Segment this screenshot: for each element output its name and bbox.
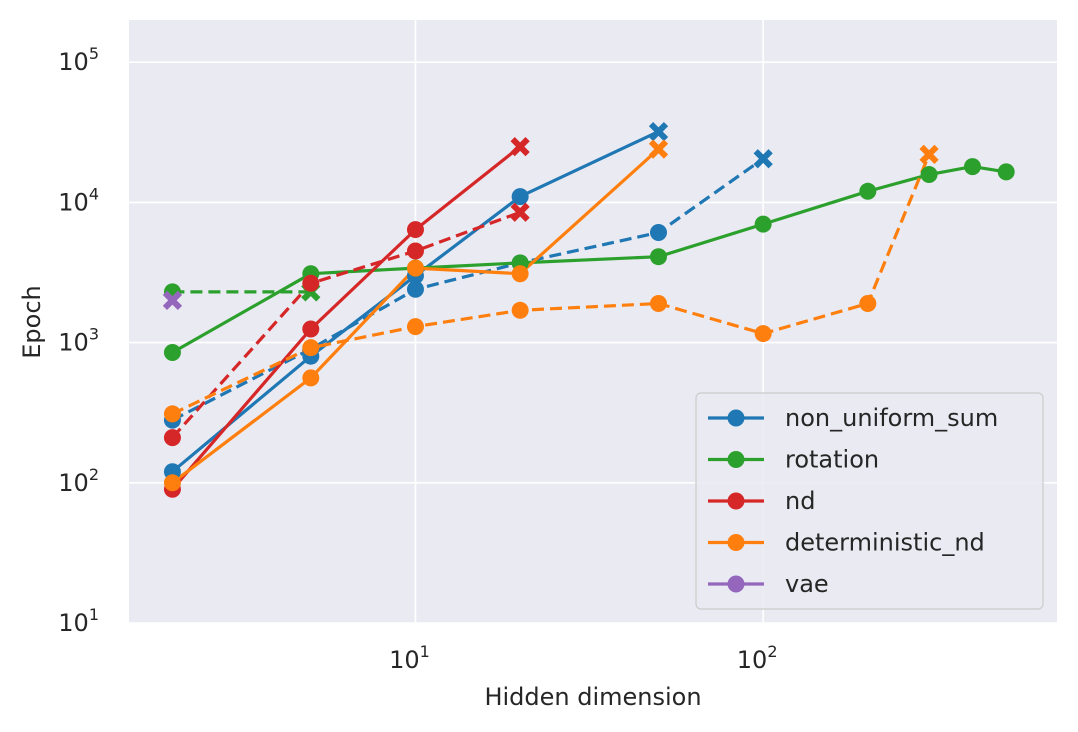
series-markers (162, 121, 1015, 498)
data-point (302, 320, 320, 338)
series-line (171, 210, 521, 439)
data-point (406, 242, 424, 260)
legend: non_uniform_sum rotation nd deterministic_n… (695, 392, 1044, 610)
y-axis-label: Epoch (18, 285, 46, 359)
end-marker (648, 121, 669, 142)
end-marker (919, 144, 939, 165)
data-point (649, 295, 667, 313)
legend-label: vae (785, 570, 829, 598)
data-point (920, 166, 938, 184)
series-line (171, 145, 522, 491)
data-point (997, 163, 1015, 181)
data-point (302, 274, 320, 292)
legend-entry: rotation (708, 446, 879, 474)
data-point (406, 280, 424, 298)
data-point (406, 221, 424, 239)
legend-entry: nd (708, 487, 815, 515)
data-point (649, 223, 667, 241)
x-axis-ticks: 101 102 (389, 642, 777, 674)
legend-label: nd (785, 487, 815, 515)
data-point (163, 405, 181, 423)
data-point (406, 318, 424, 336)
legend-entry: deterministic_nd (708, 529, 985, 557)
series-line (171, 153, 931, 416)
series-line (171, 165, 1007, 354)
end-marker (510, 202, 530, 222)
end-marker (162, 290, 183, 311)
data-point (163, 474, 181, 492)
x-tick-label: 101 (389, 642, 430, 674)
legend-entry: non_uniform_sum (708, 404, 998, 432)
x-tick-label: 102 (737, 642, 778, 674)
data-point (302, 369, 320, 387)
grid (129, 20, 1057, 624)
legend-label: rotation (785, 446, 879, 474)
data-point (163, 429, 181, 447)
legend-marker (727, 451, 745, 468)
x-axis-label: Hidden dimension (484, 683, 701, 711)
series-lines (171, 130, 1007, 491)
legend-label: deterministic_nd (785, 529, 985, 557)
y-tick-label: 105 (58, 44, 99, 76)
y-tick-label: 103 (58, 325, 99, 357)
y-tick-label: 101 (58, 605, 99, 637)
data-point (163, 343, 181, 361)
data-point (511, 265, 529, 283)
legend-marker (727, 409, 745, 427)
data-point (511, 301, 529, 319)
data-point (406, 259, 424, 277)
y-axis-ticks: 101 102 103 104 105 (58, 44, 99, 637)
data-point (649, 248, 667, 266)
data-point (963, 158, 981, 176)
data-point (754, 215, 772, 233)
legend-marker (727, 492, 745, 510)
data-point (302, 339, 320, 357)
end-marker (510, 136, 530, 157)
data-point (754, 325, 772, 343)
series-line (171, 157, 765, 422)
data-point (859, 295, 877, 313)
data-point (859, 182, 877, 200)
end-marker (753, 149, 773, 169)
legend-box (695, 392, 1044, 610)
legend-label: non_uniform_sum (785, 404, 998, 432)
legend-marker (727, 575, 745, 593)
legend-marker (727, 534, 745, 551)
legend-entry: vae (708, 570, 829, 598)
data-point (511, 188, 529, 206)
y-tick-label: 104 (58, 184, 99, 216)
y-tick-label: 102 (58, 465, 99, 497)
end-marker (648, 139, 669, 159)
